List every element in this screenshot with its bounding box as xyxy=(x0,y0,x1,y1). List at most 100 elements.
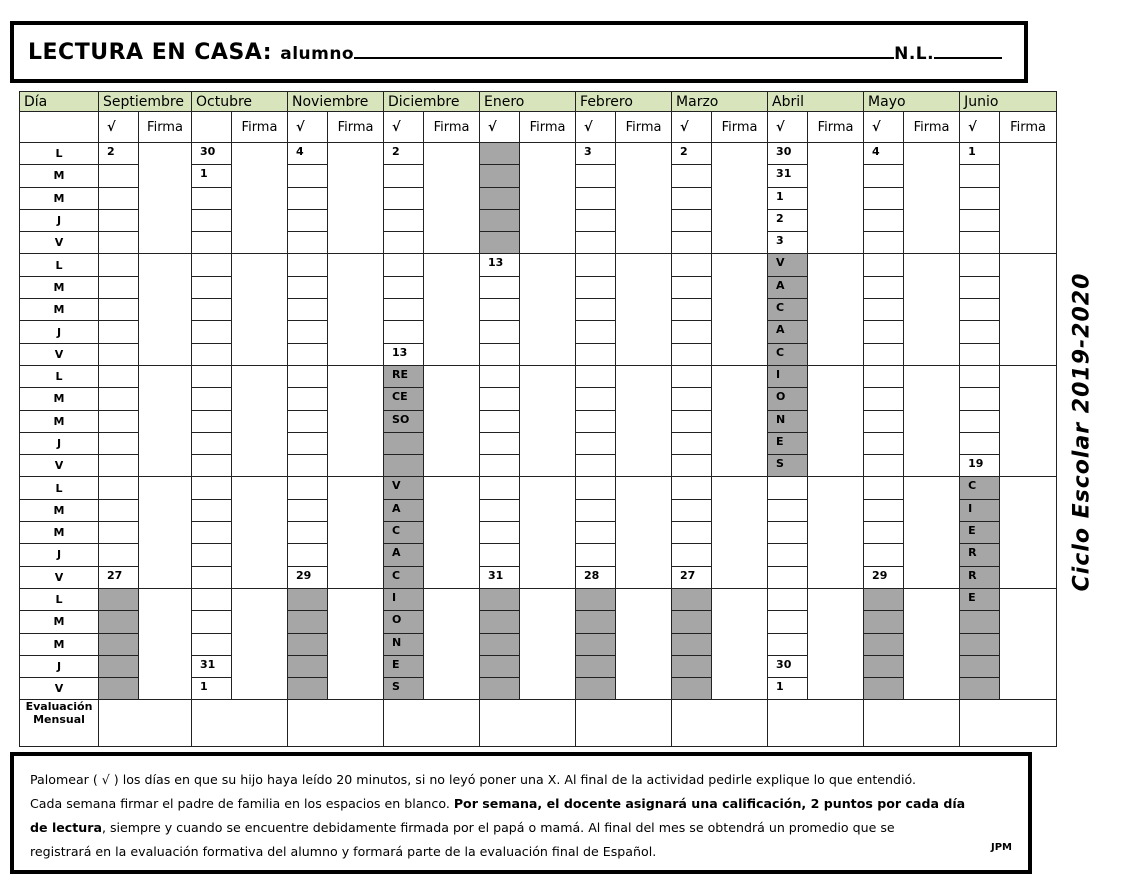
check-cell[interactable] xyxy=(98,476,139,500)
monthly-evaluation-cell[interactable] xyxy=(959,699,1058,748)
signature-cell[interactable] xyxy=(138,587,192,701)
check-cell[interactable] xyxy=(287,431,328,456)
check-cell[interactable] xyxy=(959,342,1001,366)
check-cell[interactable] xyxy=(767,521,809,545)
check-cell[interactable] xyxy=(959,275,1001,300)
check-cell[interactable] xyxy=(98,498,139,523)
signature-cell[interactable] xyxy=(231,141,288,255)
check-cell[interactable] xyxy=(863,164,905,188)
check-cell[interactable] xyxy=(671,498,713,523)
check-cell[interactable]: 13 xyxy=(479,253,521,277)
signature-cell[interactable] xyxy=(711,364,769,478)
check-cell[interactable]: 4 xyxy=(863,141,905,166)
check-cell[interactable] xyxy=(191,476,232,500)
signature-cell[interactable] xyxy=(231,364,288,478)
check-cell[interactable] xyxy=(287,208,328,233)
signature-cell[interactable] xyxy=(326,476,385,589)
signature-cell[interactable] xyxy=(615,253,673,366)
check-cell[interactable] xyxy=(671,454,713,478)
check-cell[interactable] xyxy=(767,632,809,656)
check-cell[interactable] xyxy=(863,521,905,545)
check-cell[interactable] xyxy=(191,275,232,300)
check-cell[interactable] xyxy=(98,342,139,366)
check-cell[interactable] xyxy=(191,253,232,277)
check-cell[interactable] xyxy=(671,342,713,366)
check-cell[interactable] xyxy=(287,387,328,411)
signature-cell[interactable] xyxy=(615,141,673,255)
check-cell[interactable] xyxy=(191,565,232,589)
check-cell[interactable] xyxy=(383,253,425,277)
check-cell[interactable] xyxy=(287,253,328,277)
signature-cell[interactable] xyxy=(999,364,1058,478)
check-cell[interactable] xyxy=(671,298,713,322)
check-cell[interactable] xyxy=(191,231,232,255)
check-cell[interactable] xyxy=(98,275,139,300)
check-cell[interactable] xyxy=(863,387,905,411)
check-cell[interactable] xyxy=(191,387,232,411)
check-cell[interactable] xyxy=(383,298,425,322)
check-cell[interactable] xyxy=(575,164,617,188)
check-cell[interactable] xyxy=(863,186,905,210)
check-cell[interactable] xyxy=(479,476,521,500)
signature-cell[interactable] xyxy=(326,253,385,366)
signature-cell[interactable] xyxy=(903,141,961,255)
signature-cell[interactable] xyxy=(615,364,673,478)
signature-cell[interactable] xyxy=(519,364,577,478)
check-cell[interactable] xyxy=(191,610,232,634)
check-cell[interactable] xyxy=(98,164,139,188)
check-cell[interactable]: 1 xyxy=(767,677,809,701)
check-cell[interactable] xyxy=(671,431,713,456)
monthly-evaluation-cell[interactable] xyxy=(575,699,673,748)
check-cell[interactable] xyxy=(383,275,425,300)
check-cell[interactable] xyxy=(575,320,617,344)
check-cell[interactable]: 29 xyxy=(287,565,328,589)
check-cell[interactable] xyxy=(863,476,905,500)
check-cell[interactable] xyxy=(98,231,139,255)
check-cell[interactable] xyxy=(98,454,139,478)
check-cell[interactable]: 27 xyxy=(98,565,139,589)
check-cell[interactable] xyxy=(863,409,905,433)
check-cell[interactable] xyxy=(959,208,1001,233)
check-cell[interactable]: 4 xyxy=(287,141,328,166)
check-cell[interactable] xyxy=(575,387,617,411)
check-cell[interactable] xyxy=(287,320,328,344)
signature-cell[interactable] xyxy=(138,364,192,478)
check-cell[interactable] xyxy=(863,208,905,233)
check-cell[interactable] xyxy=(98,298,139,322)
check-cell[interactable] xyxy=(671,543,713,567)
check-cell[interactable]: 30 xyxy=(767,654,809,679)
check-cell[interactable] xyxy=(863,342,905,366)
check-cell[interactable] xyxy=(863,543,905,567)
check-cell[interactable] xyxy=(863,298,905,322)
check-cell[interactable]: 3 xyxy=(575,141,617,166)
check-cell[interactable] xyxy=(287,476,328,500)
check-cell[interactable]: 2 xyxy=(383,141,425,166)
check-cell[interactable] xyxy=(287,454,328,478)
check-cell[interactable] xyxy=(575,431,617,456)
check-cell[interactable] xyxy=(479,387,521,411)
check-cell[interactable] xyxy=(191,431,232,456)
check-cell[interactable] xyxy=(575,208,617,233)
monthly-evaluation-cell[interactable] xyxy=(98,699,192,748)
check-cell[interactable] xyxy=(863,231,905,255)
check-cell[interactable] xyxy=(959,231,1001,255)
check-cell[interactable]: 2 xyxy=(671,141,713,166)
check-cell[interactable] xyxy=(575,275,617,300)
check-cell[interactable] xyxy=(383,231,425,255)
signature-cell[interactable] xyxy=(711,476,769,589)
check-cell[interactable] xyxy=(575,231,617,255)
check-cell[interactable] xyxy=(191,186,232,210)
check-cell[interactable] xyxy=(671,387,713,411)
check-cell[interactable] xyxy=(575,342,617,366)
check-cell[interactable] xyxy=(479,431,521,456)
check-cell[interactable] xyxy=(191,521,232,545)
check-cell[interactable] xyxy=(98,387,139,411)
signature-cell[interactable] xyxy=(231,253,288,366)
check-cell[interactable] xyxy=(575,364,617,389)
check-cell[interactable] xyxy=(98,431,139,456)
signature-cell[interactable] xyxy=(519,253,577,366)
check-cell[interactable]: 2 xyxy=(98,141,139,166)
signature-cell[interactable] xyxy=(903,587,961,701)
signature-cell[interactable] xyxy=(326,587,385,701)
signature-cell[interactable] xyxy=(807,141,865,255)
